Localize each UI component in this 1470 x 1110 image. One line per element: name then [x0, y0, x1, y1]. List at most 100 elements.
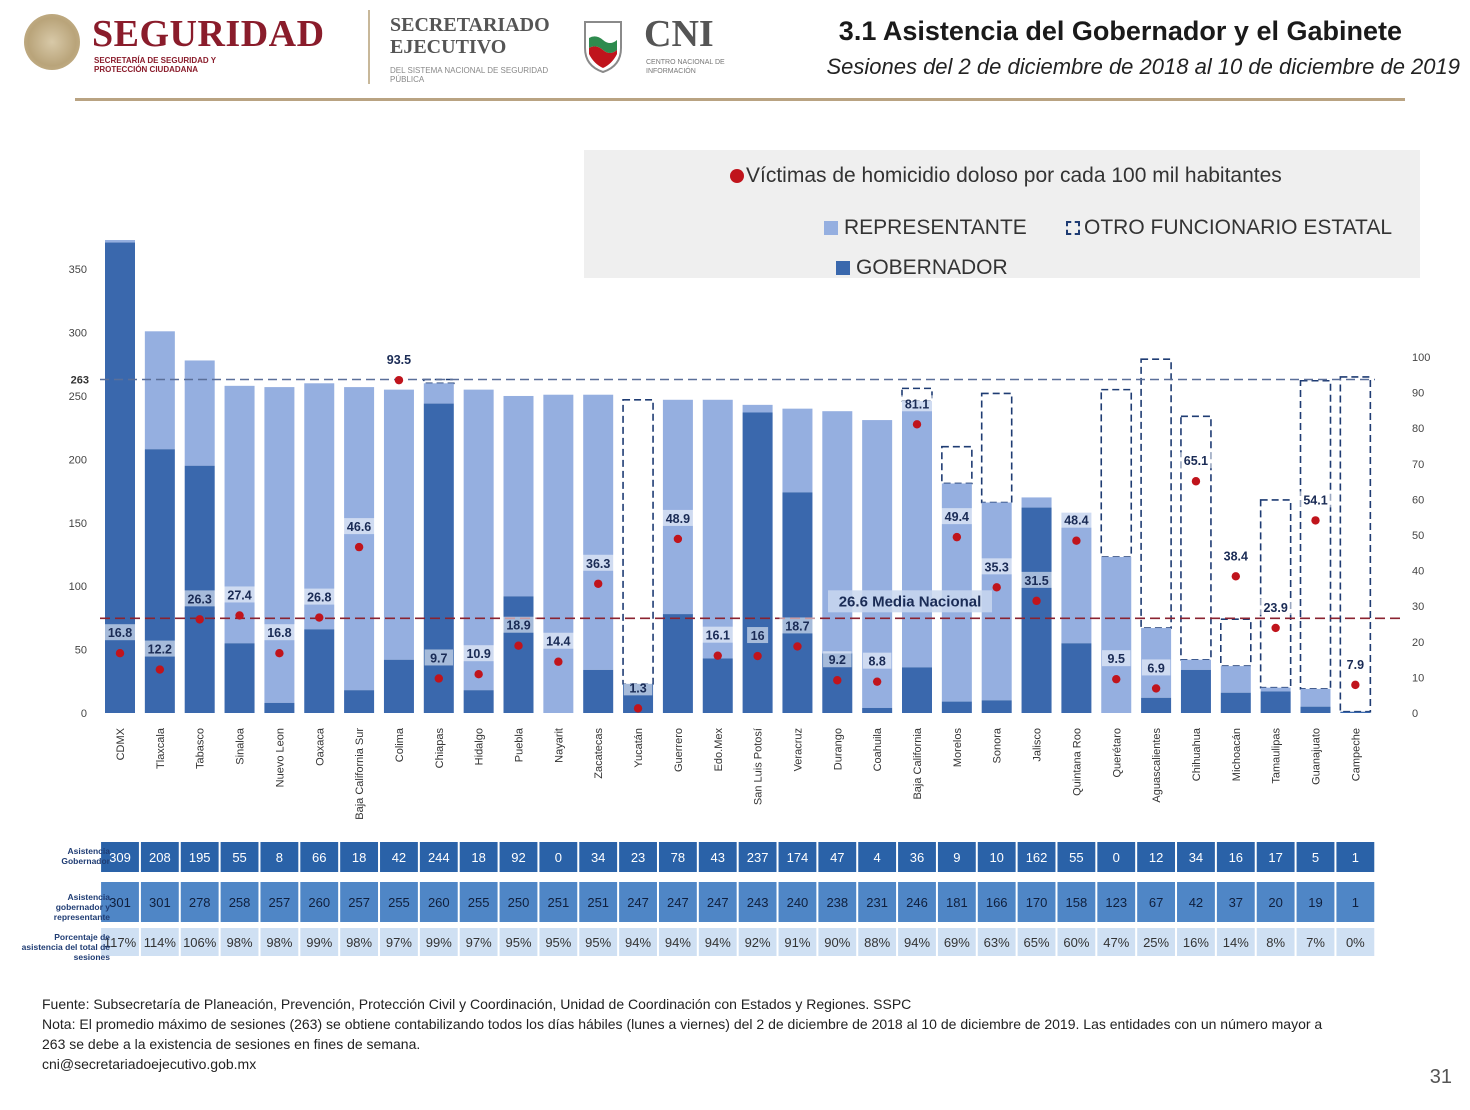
- table-cell-gobernador-bg: [140, 842, 179, 872]
- table-cell-total-bg: [1296, 882, 1335, 922]
- table-cell-total: 37: [1229, 895, 1243, 910]
- x-category-label: Campeche: [1350, 728, 1362, 781]
- table-cell-total-bg: [778, 882, 817, 922]
- table-cell-gobernador-bg: [619, 842, 657, 872]
- table-cell-gobernador-bg: [1057, 842, 1096, 872]
- homicide-rate-label: 81.1: [905, 397, 929, 411]
- homicide-rate-point: [753, 651, 762, 661]
- x-category-label: Nayarit: [553, 728, 565, 763]
- bar-representante-segment: [1101, 557, 1132, 713]
- table-cell-pct-bg: [1177, 928, 1215, 956]
- bar-otro-segment: [1299, 379, 1332, 690]
- secretariado-logo-title: SECRETARIADO EJECUTIVO: [390, 14, 550, 58]
- table-cell-gobernador: 47: [830, 850, 844, 865]
- x-category-label: Puebla: [514, 727, 526, 762]
- table-cell-gobernador-bg: [101, 842, 139, 872]
- homicide-rate-label: 10.9: [466, 647, 490, 661]
- table-cell-gobernador-bg: [1216, 842, 1255, 872]
- table-cell-pct-bg: [260, 928, 299, 956]
- table-cell-pct: 90%: [824, 935, 850, 950]
- bar-gobernador-segment: [981, 700, 1012, 713]
- y2-tick-label: 30: [1412, 601, 1424, 613]
- homicide-rate-label: 31.5: [1024, 574, 1048, 588]
- table-cell-total: 251: [587, 895, 609, 910]
- table-cell-gobernador: 244: [428, 850, 450, 865]
- table-cell-total-bg: [1137, 882, 1176, 922]
- bar-gobernador-segment: [463, 690, 494, 713]
- table-cell-pct: 63%: [984, 935, 1010, 950]
- table-cell-gobernador-bg: [340, 842, 379, 872]
- x-category-label: Colima: [394, 727, 406, 762]
- table-cell-gobernador: 23: [631, 850, 645, 865]
- table-cell-pct: 98%: [346, 935, 372, 950]
- bar-otro-segment: [980, 392, 1013, 504]
- homicide-label-bg: [1102, 650, 1131, 667]
- table-cell-gobernador: 10: [989, 850, 1003, 865]
- table-cell-total: 246: [906, 895, 928, 910]
- homicide-rate-point: [1191, 477, 1201, 486]
- homicide-rate-label: 9.2: [829, 653, 846, 667]
- table-cell-gobernador-bg: [858, 842, 897, 872]
- homicide-label-bg: [580, 554, 617, 571]
- homicide-label-bg: [699, 626, 736, 643]
- table-cell-pct: 106%: [183, 935, 217, 950]
- bar-representante-segment: [782, 408, 813, 493]
- homicide-rate-point: [1351, 680, 1360, 690]
- table-cell-total: 240: [787, 895, 809, 910]
- table-cell-total-bg: [898, 882, 936, 922]
- table-cell-gobernador: 174: [787, 850, 809, 865]
- x-category-label: Guerrero: [673, 728, 685, 772]
- table-cell-gobernador-bg: [459, 842, 498, 872]
- bar-otro-segment: [1220, 618, 1252, 667]
- table-cell-total: 181: [946, 895, 968, 910]
- homicide-label-bg: [221, 586, 258, 603]
- table-row1-label: Asistencia Gobernador: [61, 846, 110, 866]
- x-category-label: Yucatán: [633, 728, 645, 768]
- table-cell-gobernador: 34: [591, 850, 605, 865]
- table-cell-pct-bg: [459, 928, 498, 956]
- x-category-label: Morelos: [952, 728, 964, 768]
- table-cell-total-bg: [658, 882, 697, 922]
- table-cell-gobernador-bg: [1017, 842, 1056, 872]
- homicide-rate-label: 23.9: [1263, 601, 1287, 615]
- table-cell-total-bg: [101, 882, 139, 922]
- table-cell-gobernador: 5: [1312, 850, 1319, 865]
- table-cell-pct-bg: [1137, 928, 1176, 956]
- bar-gobernador-segment: [383, 659, 414, 713]
- table-cell-pct: 16%: [1183, 935, 1209, 950]
- table-cell-total-bg: [1336, 882, 1375, 922]
- table-cell-pct: 98%: [227, 935, 253, 950]
- table-cell-gobernador: 55: [1069, 850, 1083, 865]
- table-cell-pct-bg: [220, 928, 259, 956]
- bar-representante-segment: [1220, 666, 1251, 693]
- homicide-rate-label: 46.6: [347, 520, 371, 534]
- table-cell-pct: 94%: [705, 935, 731, 950]
- table-cell-pct-bg: [977, 928, 1016, 956]
- homicide-rate-label: 16.8: [267, 626, 291, 640]
- bar-otro-segment: [622, 398, 654, 685]
- table-cell-pct: 98%: [266, 935, 292, 950]
- table-cell-total: 247: [627, 895, 649, 910]
- bar-representante-segment: [822, 411, 853, 654]
- homicide-rate-point: [554, 657, 563, 666]
- bar-gobernador-segment: [1260, 691, 1291, 713]
- homicide-rate-point: [633, 704, 643, 713]
- bar-otro-segment: [1140, 358, 1172, 629]
- homicide-label-bg: [1217, 547, 1254, 564]
- table-cell-pct: 8%: [1266, 935, 1285, 950]
- table-cell-total-bg: [300, 882, 339, 922]
- homicide-label-bg: [540, 632, 577, 649]
- homicide-rate-point: [1151, 684, 1161, 693]
- y-tick-label: 250: [69, 391, 87, 403]
- x-category-label: Guanajuato: [1311, 728, 1323, 785]
- homicide-rate-point: [474, 669, 483, 679]
- table-cell-gobernador: 18: [352, 850, 366, 865]
- table-cell-total: 257: [269, 895, 291, 910]
- table-cell-pct-bg: [619, 928, 657, 956]
- y2-tick-label: 60: [1412, 494, 1424, 506]
- table-cell-gobernador-bg: [1097, 842, 1136, 872]
- bar-gobernador-segment: [583, 669, 614, 713]
- homicide-label-bg: [261, 624, 298, 641]
- y2-tick-label: 80: [1412, 423, 1424, 435]
- homicide-rate-label: 93.5: [387, 353, 411, 367]
